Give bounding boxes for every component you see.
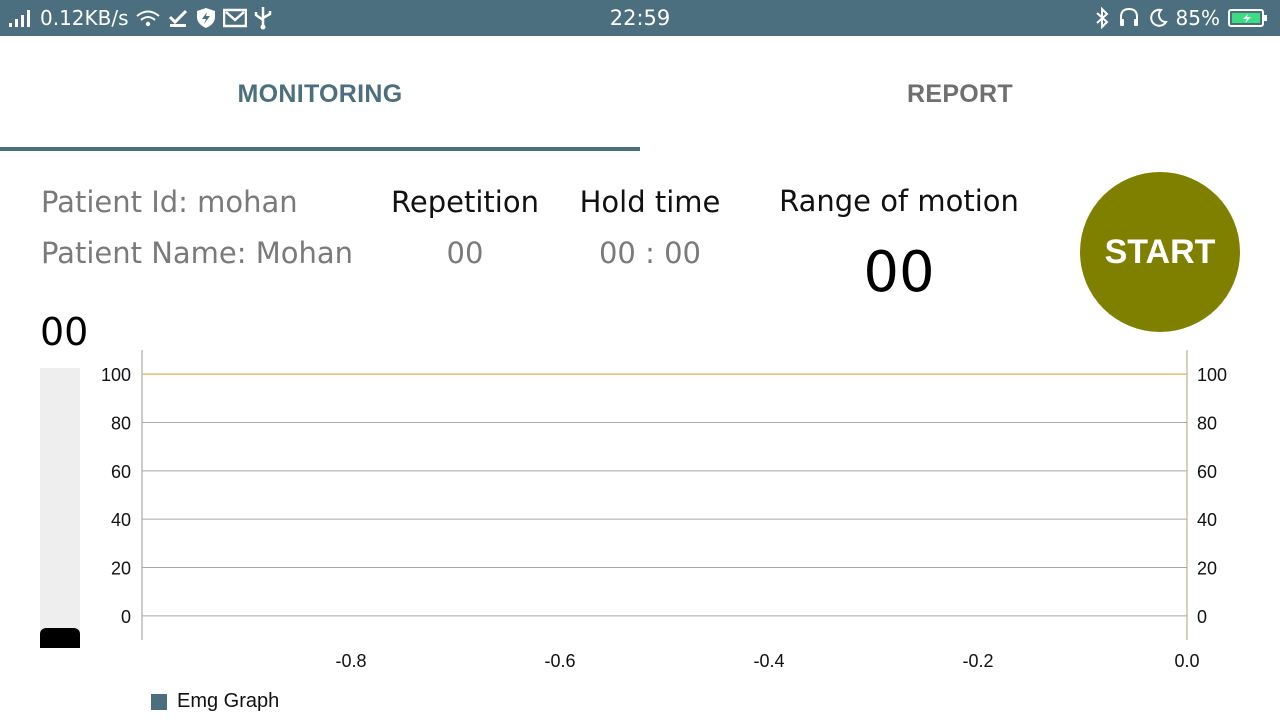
y-tick-label-right: 20: [1197, 559, 1217, 579]
y-tick-label-right: 100: [1197, 365, 1227, 385]
y-tick-label-left: 20: [111, 559, 131, 579]
legend-swatch: [151, 693, 167, 710]
tab-indicator: [0, 147, 640, 151]
status-left: 0.12KB/s: [8, 0, 273, 36]
range-of-motion-label: Range of motion: [779, 184, 1019, 218]
battery-icon: [1228, 8, 1268, 28]
wifi-icon: [135, 8, 161, 28]
usb-icon: [253, 6, 273, 30]
bluetooth-icon: [1094, 7, 1110, 29]
y-tick-label-left: 40: [111, 510, 131, 530]
hold-time-value: 00 : 00: [598, 236, 701, 270]
status-bar: 0.12KB/s 22:59 85%: [0, 0, 1280, 36]
tab-report[interactable]: REPORT: [907, 79, 1013, 108]
y-tick-label-left: 0: [121, 607, 131, 627]
chart-legend: Emg Graph: [151, 690, 279, 713]
y-tick-label-right: 80: [1197, 414, 1217, 434]
y-tick-label-left: 100: [101, 365, 131, 385]
y-tick-label-right: 0: [1197, 607, 1207, 627]
signal-icon: [8, 8, 34, 28]
x-tick-label: -0.8: [335, 651, 366, 671]
patient-id: Patient Id: mohan: [41, 185, 298, 219]
tab-bar: MONITORING REPORT: [0, 36, 1280, 152]
range-of-motion-value: 00: [863, 240, 935, 305]
emg-chart: 100 80 60 40 20 0 100 80 60 40 20 0 -0.8 -0.6 -0.4 -0.2…: [101, 350, 1227, 671]
level-value: 00: [40, 310, 89, 354]
y-tick-label-left: 60: [111, 462, 131, 482]
battery-percent: 85%: [1175, 6, 1220, 30]
tab-monitoring[interactable]: MONITORING: [237, 79, 403, 108]
y-tick-label-left: 80: [111, 414, 131, 434]
x-tick-label: -0.6: [544, 651, 575, 671]
status-right: 85%: [1094, 0, 1268, 36]
x-tick-label: -0.4: [753, 651, 784, 671]
status-time: 22:59: [609, 6, 671, 30]
y-tick-label-right: 60: [1197, 462, 1217, 482]
x-tick-label: 0.0: [1174, 651, 1199, 671]
shield-icon: [195, 7, 217, 29]
y-tick-label-right: 40: [1197, 510, 1217, 530]
start-button[interactable]: START: [1080, 172, 1240, 332]
network-speed: 0.12KB/s: [40, 6, 129, 30]
level-bar-fill: [40, 628, 80, 648]
mail-icon: [222, 8, 247, 28]
moon-icon: [1148, 8, 1168, 28]
x-tick-label: -0.2: [962, 651, 993, 671]
headset-icon: [1118, 7, 1140, 29]
repetition-value: 00: [446, 236, 484, 270]
check-icon: [167, 8, 189, 28]
repetition-label: Repetition: [391, 185, 539, 219]
patient-name: Patient Name: Mohan: [41, 236, 354, 270]
legend-label: Emg Graph: [177, 690, 280, 712]
level-bar: [40, 368, 80, 648]
hold-time-label: Hold time: [579, 185, 721, 219]
